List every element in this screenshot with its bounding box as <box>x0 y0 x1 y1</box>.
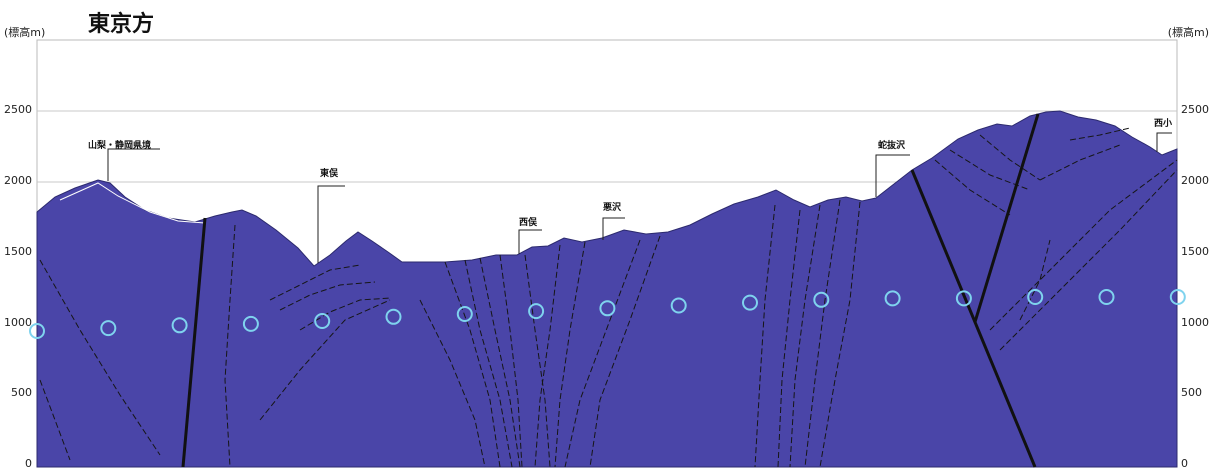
label-hebinukesawa: 蛇抜沢 <box>878 141 906 151</box>
label-leaders <box>107 132 1172 263</box>
y-tick-right-2500: 2500 <box>1181 103 1209 116</box>
tunnel-marker <box>100 320 117 337</box>
y-axis-unit-left: (標高m) <box>4 26 46 39</box>
tunnel-marker <box>955 290 972 307</box>
tunnel-marker <box>314 313 331 329</box>
y-axis-unit-right: (標高m) <box>1167 26 1209 39</box>
y-tick-left-1500: 1500 <box>4 245 32 258</box>
fault-right-b <box>973 113 1040 323</box>
tunnel-marker <box>813 291 830 308</box>
tunnel-marker <box>456 306 473 322</box>
y-tick-right-1000: 1000 <box>1181 316 1209 329</box>
fault-left <box>181 217 207 468</box>
tunnel-marker <box>385 308 402 325</box>
label-yamanashi-shizuoka-border: 山梨・静岡県境 <box>88 141 152 151</box>
tunnel-marker <box>599 300 616 317</box>
fault-lines <box>181 113 1040 468</box>
y-tick-left-500: 500 <box>11 386 32 399</box>
y-tick-left-1000: 1000 <box>4 316 32 329</box>
tunnel-marker <box>670 297 687 314</box>
tunnel-marker <box>742 294 758 311</box>
y-tick-left-2500: 2500 <box>4 103 32 116</box>
y-tick-left-2000: 2000 <box>4 174 32 187</box>
y-tick-right-0: 0 <box>1181 457 1188 470</box>
tunnel-marker <box>528 303 545 320</box>
y-tick-left-0: 0 <box>25 457 32 470</box>
tunnel-markers <box>29 289 1186 339</box>
bedrock-profile <box>36 110 1178 468</box>
fault-right-a <box>910 169 1037 468</box>
tunnel-marker <box>242 315 259 332</box>
label-nishimata: 西俣 <box>519 218 538 228</box>
tunnel-marker <box>29 323 45 339</box>
label-warusawa: 悪沢 <box>603 203 622 213</box>
tunnel-marker <box>171 317 188 334</box>
tunnel-marker <box>1098 289 1115 305</box>
y-tick-right-2000: 2000 <box>1181 174 1209 187</box>
y-tick-right-1500: 1500 <box>1181 245 1209 258</box>
tunnel-marker <box>1169 289 1186 305</box>
diagram-title: 東京方 <box>88 12 155 37</box>
tunnel-marker <box>884 290 901 307</box>
tunnel-marker <box>1027 289 1044 305</box>
label-higashimata: 東俣 <box>320 169 339 179</box>
geologic-boundaries <box>39 127 1178 468</box>
surface-layer-line <box>59 182 206 224</box>
y-tick-right-500: 500 <box>1181 386 1202 399</box>
label-nishi-cut: 西小 <box>1154 119 1173 129</box>
